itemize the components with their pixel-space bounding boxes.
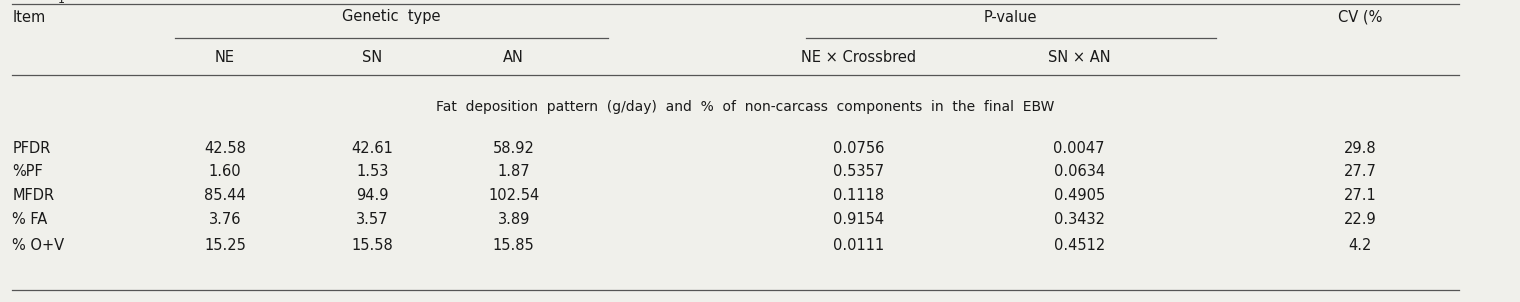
Text: 15.25: 15.25 <box>204 237 246 252</box>
Text: 1.53: 1.53 <box>356 165 389 179</box>
Text: Item: Item <box>12 9 46 24</box>
Text: 94.9: 94.9 <box>356 188 389 204</box>
Text: 0.0111: 0.0111 <box>833 237 885 252</box>
Text: CV (%: CV (% <box>1338 9 1383 24</box>
Text: 0.4512: 0.4512 <box>1053 237 1105 252</box>
Text: 1: 1 <box>58 0 65 5</box>
Text: 0.9154: 0.9154 <box>833 213 885 227</box>
Text: 15.58: 15.58 <box>351 237 394 252</box>
Text: 3.76: 3.76 <box>208 213 242 227</box>
Text: 0.0047: 0.0047 <box>1053 140 1105 156</box>
Text: 4.2: 4.2 <box>1348 237 1373 252</box>
Text: NE: NE <box>214 50 236 65</box>
Text: 1.87: 1.87 <box>497 165 530 179</box>
Text: 15.85: 15.85 <box>492 237 535 252</box>
Text: 27.7: 27.7 <box>1344 165 1377 179</box>
Text: 3.89: 3.89 <box>497 213 530 227</box>
Text: % FA: % FA <box>12 213 47 227</box>
Text: 102.54: 102.54 <box>488 188 540 204</box>
Text: Fat  deposition  pattern  (g/day)  and  %  of  non-carcass  components  in  the : Fat deposition pattern (g/day) and % of … <box>436 100 1053 114</box>
Text: %PF: %PF <box>12 165 43 179</box>
Text: % O+V: % O+V <box>12 237 64 252</box>
Text: MFDR: MFDR <box>12 188 55 204</box>
Text: 3.57: 3.57 <box>356 213 389 227</box>
Text: 0.0634: 0.0634 <box>1053 165 1105 179</box>
Text: 0.4905: 0.4905 <box>1053 188 1105 204</box>
Text: 22.9: 22.9 <box>1344 213 1377 227</box>
Text: PFDR: PFDR <box>12 140 50 156</box>
Text: 42.58: 42.58 <box>204 140 246 156</box>
Text: P-value: P-value <box>983 9 1038 24</box>
Text: 29.8: 29.8 <box>1344 140 1377 156</box>
Text: NE × Crossbred: NE × Crossbred <box>801 50 917 65</box>
Text: Genetic  type: Genetic type <box>342 9 441 24</box>
Text: AN: AN <box>503 50 524 65</box>
Text: 0.5357: 0.5357 <box>833 165 885 179</box>
Text: 58.92: 58.92 <box>492 140 535 156</box>
Text: 0.3432: 0.3432 <box>1053 213 1105 227</box>
Text: SN: SN <box>362 50 383 65</box>
Text: 1.60: 1.60 <box>208 165 242 179</box>
Text: 0.0756: 0.0756 <box>833 140 885 156</box>
Text: 42.61: 42.61 <box>351 140 394 156</box>
Text: 0.1118: 0.1118 <box>833 188 885 204</box>
Text: 85.44: 85.44 <box>204 188 246 204</box>
Text: SN × AN: SN × AN <box>1047 50 1111 65</box>
Text: 27.1: 27.1 <box>1344 188 1377 204</box>
